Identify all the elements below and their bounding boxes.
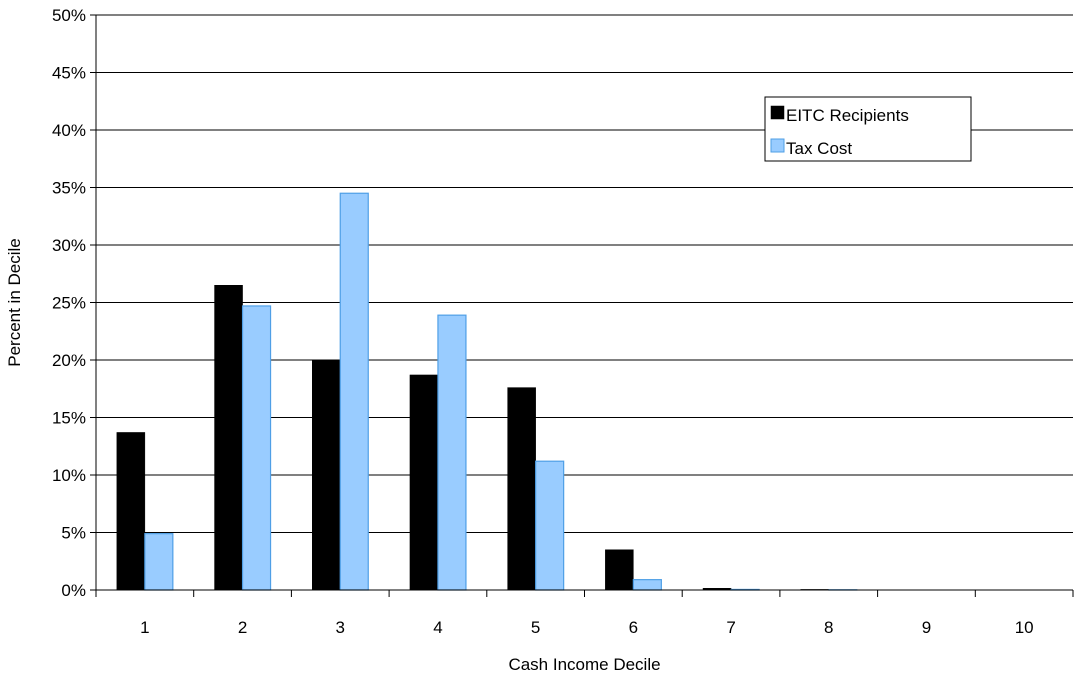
legend-label-tax-cost: Tax Cost bbox=[786, 139, 852, 158]
y-tick-label: 40% bbox=[52, 121, 86, 140]
x-tick-label: 9 bbox=[922, 618, 931, 637]
y-tick-label: 30% bbox=[52, 236, 86, 255]
x-tick-label: 2 bbox=[238, 618, 247, 637]
y-tick-label: 10% bbox=[52, 466, 86, 485]
x-tick-label: 6 bbox=[629, 618, 638, 637]
legend-swatch-tax-cost bbox=[770, 138, 785, 153]
legend-box bbox=[764, 96, 972, 162]
y-tick-label: 5% bbox=[61, 524, 86, 543]
bar-eitc-recipients-1 bbox=[116, 432, 146, 591]
y-tick-label: 25% bbox=[52, 294, 86, 313]
x-tick-label: 7 bbox=[726, 618, 735, 637]
x-axis-title: Cash Income Decile bbox=[508, 655, 660, 674]
y-tick-label: 0% bbox=[61, 581, 86, 600]
x-tick-label: 1 bbox=[140, 618, 149, 637]
bar-eitc-recipients-4 bbox=[409, 374, 439, 591]
x-tick-label: 8 bbox=[824, 618, 833, 637]
bar-eitc-recipients-5 bbox=[507, 387, 536, 591]
bars bbox=[116, 192, 858, 591]
legend-label-eitc-recipients: EITC Recipients bbox=[786, 106, 909, 125]
bar-tax-cost-3 bbox=[339, 192, 369, 591]
bar-tax-cost-5 bbox=[535, 460, 565, 591]
bar-tax-cost-4 bbox=[437, 314, 467, 591]
y-tick-label: 15% bbox=[52, 409, 86, 428]
x-tick-label: 5 bbox=[531, 618, 540, 637]
y-tick-label: 45% bbox=[52, 64, 86, 83]
x-tick-label: 4 bbox=[433, 618, 442, 637]
bar-eitc-recipients-2 bbox=[214, 285, 243, 591]
bar-tax-cost-2 bbox=[241, 305, 272, 591]
y-tick-label: 20% bbox=[52, 351, 86, 370]
x-tick-label: 10 bbox=[1015, 618, 1034, 637]
bar-tax-cost-6 bbox=[632, 579, 662, 591]
legend: EITC Recipients Tax Cost bbox=[764, 96, 972, 162]
bar-eitc-recipients-6 bbox=[605, 549, 634, 591]
y-tick-label: 50% bbox=[52, 6, 86, 25]
y-axis-title: Percent in Decile bbox=[5, 238, 24, 367]
y-tick-labels: 0% 5% 10% 15% 20% 25% 30% 35% 40% 45% 50% bbox=[52, 6, 86, 600]
y-tick-label: 35% bbox=[52, 179, 86, 198]
legend-swatch-eitc-recipients bbox=[770, 105, 785, 120]
bar-tax-cost-1 bbox=[144, 533, 174, 591]
bar-eitc-recipients-3 bbox=[312, 359, 341, 591]
x-tick-labels: 1 2 3 4 5 6 7 8 9 10 bbox=[95, 590, 1074, 637]
x-tick-label: 3 bbox=[336, 618, 345, 637]
